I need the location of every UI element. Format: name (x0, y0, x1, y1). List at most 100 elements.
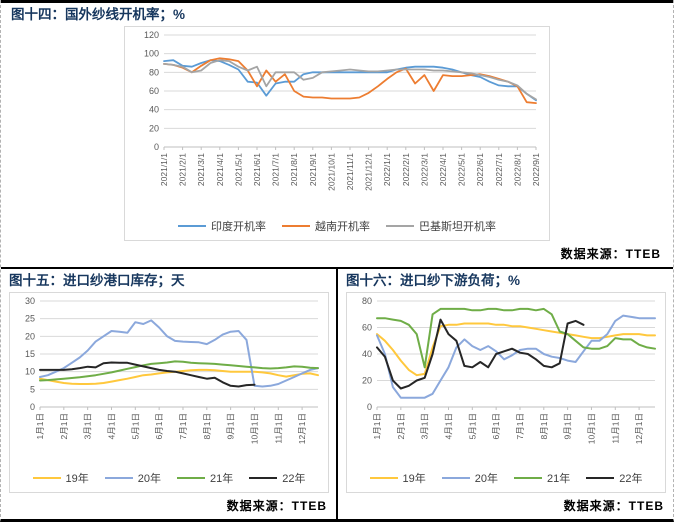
series-line-印度开机率 (163, 59, 537, 102)
legend-line-swatch (514, 477, 542, 479)
y-tick-label: 60 (149, 86, 159, 96)
figure-16-legend: 19年 20年 21年 22年 (347, 469, 665, 492)
legend-label: 巴基斯坦开机率 (419, 221, 496, 233)
x-tick-label: 2021/6/1 (252, 153, 262, 186)
x-tick-label: 2021/11/1 (345, 153, 355, 190)
x-tick-label: 2021/4/1 (215, 153, 225, 186)
legend-item: 巴基斯坦开机率 (386, 218, 496, 234)
x-tick-label: 2022/1/1 (382, 153, 392, 186)
legend-label: 19年 (402, 473, 426, 485)
x-tick-label: 2022/8/1 (512, 153, 522, 186)
x-tick-label: 2021/3/1 (196, 153, 206, 186)
x-tick-label: 5月1日 (130, 413, 140, 439)
x-tick-label: 9月1日 (563, 413, 573, 439)
bottom-panels: 图十五：进口纱港口库存；天 0 5 10 15 20 25 30 1月1日 2月1日 3月1日 4月… (1, 269, 673, 519)
x-tick-label: 12月1日 (634, 413, 644, 444)
legend-item: 19年 (369, 470, 426, 486)
legend-item: 19年 (32, 470, 89, 486)
y-tick-label: 0 (30, 402, 35, 412)
legend-line-swatch (32, 477, 61, 479)
figure-16-line-chart: 0 20 40 60 80 1月1日 2月1日 3月1日 4月1日 5月1日 6月1日 7月1日 8月1… (362, 296, 656, 444)
figure-14-line-chart: 0 20 40 60 80 100 120 2021/1/1 2021/2/1 2021/3/1 2… (144, 30, 541, 191)
x-tick-label: 10月1日 (249, 413, 259, 444)
y-tick-label: 80 (362, 296, 372, 306)
x-tick-label: 7月1日 (178, 413, 188, 439)
y-tick-label: 120 (144, 30, 159, 40)
y-tick-label: 30 (25, 296, 35, 306)
y-tick-label: 0 (367, 402, 372, 412)
x-tick-label: 2月1日 (59, 413, 69, 439)
x-tick-label: 9月1日 (226, 413, 236, 439)
y-tick-label: 10 (25, 367, 35, 377)
y-tick-label: 0 (154, 142, 159, 152)
x-tick-label: 2021/9/1 (308, 153, 318, 186)
x-tick-label: 4月1日 (106, 413, 116, 439)
x-tick-label: 2022/6/1 (475, 153, 485, 186)
legend-line-swatch (178, 225, 206, 227)
x-tick-label: 2022/9/1 (531, 153, 541, 186)
legend-label: 19年 (65, 473, 89, 485)
series-line-20年 (376, 314, 656, 399)
legend-label: 21年 (210, 473, 234, 485)
y-tick-label: 25 (25, 314, 35, 324)
y-tick-label: 100 (144, 49, 159, 59)
x-tick-label: 11月1日 (610, 413, 620, 444)
figure-16-source: 数据来源：TTEB (563, 499, 664, 513)
series-line-越南开机率 (163, 57, 537, 104)
x-tick-label: 6月1日 (491, 413, 501, 439)
figure-14-legend: 印度开机率 越南开机率 巴基斯坦开机率 (125, 217, 549, 240)
series-line-22年 (376, 318, 585, 390)
legend-item: 越南开机率 (282, 218, 370, 234)
panel-figure-16: 图十六：进口纱下游负荷；% 0 20 40 60 80 1月1日 2月1日 3月1日 4月1日 5… (338, 269, 673, 519)
x-tick-label: 2021/8/1 (289, 153, 299, 186)
panel-figure-14: 图十四：国外纱线开机率；% 0 20 40 60 80 100 120 2021/1/1 202… (1, 3, 673, 267)
top-rule (1, 0, 673, 3)
series-line-巴基斯坦开机率 (163, 59, 537, 101)
figure-15-source: 数据来源：TTEB (226, 499, 327, 513)
series-line-20年 (39, 319, 319, 388)
series-line-21年 (376, 307, 656, 369)
figure-16-title: 图十六：进口纱下游负荷；% (346, 273, 521, 288)
x-tick-label: 7月1日 (515, 413, 525, 439)
figure-14-source: 数据来源：TTEB (560, 247, 661, 261)
x-tick-label: 2022/2/1 (401, 153, 411, 186)
legend-line-swatch (586, 477, 615, 479)
figure-14-title: 图十四：国外纱线开机率；% (11, 7, 186, 22)
x-tick-label: 2021/1/1 (159, 153, 169, 186)
y-tick-label: 80 (149, 67, 159, 77)
legend-item: 21年 (177, 470, 233, 486)
x-tick-label: 2021/10/1 (326, 153, 336, 191)
x-tick-label: 8月1日 (202, 413, 212, 439)
legend-label: 印度开机率 (211, 221, 266, 233)
x-tick-label: 2021/12/1 (364, 153, 374, 191)
x-tick-label: 2021/5/1 (233, 153, 243, 186)
legend-item: 22年 (249, 470, 306, 486)
section-divider (1, 267, 673, 269)
x-tick-label: 10月1日 (586, 413, 596, 444)
y-tick-label: 20 (25, 331, 35, 341)
x-tick-label: 6月1日 (154, 413, 164, 439)
y-tick-label: 20 (362, 376, 372, 386)
legend-item: 22年 (586, 470, 643, 486)
series-line-19年 (376, 322, 656, 377)
x-tick-label: 5月1日 (467, 413, 477, 439)
y-tick-label: 40 (362, 349, 372, 359)
panel-figure-15: 图十五：进口纱港口库存；天 0 5 10 15 20 25 30 1月1日 2月1日 3月1日 4月… (1, 269, 338, 519)
legend-line-swatch (282, 225, 310, 227)
y-tick-label: 40 (149, 105, 159, 115)
legend-item: 20年 (441, 470, 498, 486)
x-tick-label: 1月1日 (35, 413, 45, 439)
figure-15-legend: 19年 20年 21年 22年 (10, 469, 328, 492)
x-tick-label: 11月1日 (273, 413, 283, 444)
x-tick-label: 2月1日 (396, 413, 406, 439)
legend-line-swatch (249, 477, 278, 479)
figure-15-line-chart: 0 5 10 15 20 25 30 1月1日 2月1日 3月1日 4月1日 5月1日 6月1日 7月1日… (25, 296, 319, 444)
legend-item: 21年 (514, 470, 570, 486)
legend-label: 20年 (137, 473, 161, 485)
series-line-22年 (39, 361, 256, 388)
series-line-21年 (39, 360, 319, 382)
x-tick-label: 3月1日 (83, 413, 93, 439)
x-tick-label: 1月1日 (372, 413, 382, 439)
figure-15-title: 图十五：进口纱港口库存；天 (9, 273, 185, 288)
x-tick-label: 4月1日 (443, 413, 453, 439)
